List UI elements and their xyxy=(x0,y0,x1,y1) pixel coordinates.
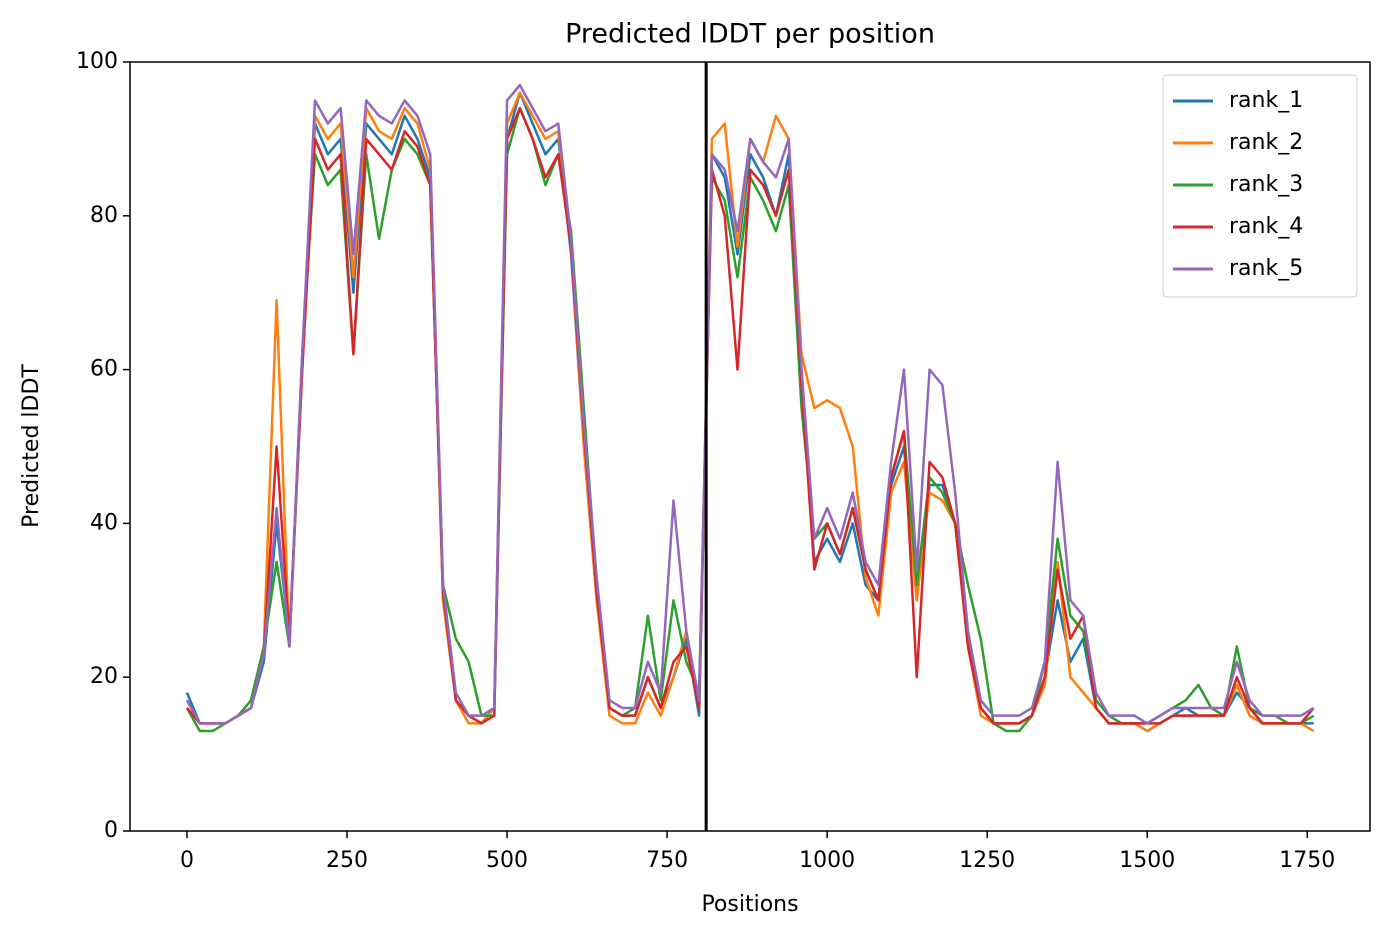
y-tick-label: 40 xyxy=(90,510,118,535)
y-tick-label: 100 xyxy=(76,49,118,74)
x-tick-label: 250 xyxy=(326,848,368,873)
y-tick-label: 0 xyxy=(104,818,118,843)
x-axis-label: Positions xyxy=(701,892,798,917)
legend-label: rank_1 xyxy=(1229,88,1303,113)
chart-title: Predicted lDDT per position xyxy=(565,19,935,50)
y-axis-label: Predicted lDDT xyxy=(19,364,44,528)
y-tick-label: 80 xyxy=(90,203,118,228)
axes-frame xyxy=(129,61,1371,832)
series-line xyxy=(185,106,1315,733)
y-tick-label: 20 xyxy=(90,664,118,689)
legend-box xyxy=(1162,74,1358,298)
legend-label: rank_3 xyxy=(1229,172,1303,197)
legend-label: rank_4 xyxy=(1229,214,1303,239)
y-tick-label: 60 xyxy=(90,357,118,382)
series-line xyxy=(185,83,1315,725)
x-tick-label: 1500 xyxy=(1119,848,1175,873)
x-tick-label: 1250 xyxy=(959,848,1015,873)
x-tick-label: 1750 xyxy=(1279,848,1335,873)
x-tick-label: 750 xyxy=(646,848,688,873)
legend-label: rank_5 xyxy=(1229,256,1303,281)
x-tick-label: 1000 xyxy=(799,848,855,873)
x-tick-label: 500 xyxy=(486,848,528,873)
x-tick-label: 0 xyxy=(180,848,194,873)
series-line xyxy=(186,106,1315,725)
legend-label: rank_2 xyxy=(1229,130,1303,155)
